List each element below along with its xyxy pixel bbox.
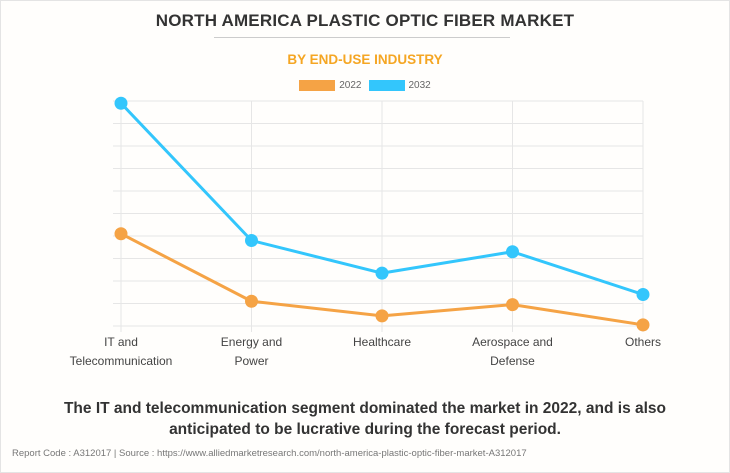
grid	[113, 100, 644, 332]
legend: 2022 2032	[0, 80, 730, 91]
footnote-line-1: The IT and telecommunication segment dom…	[63, 400, 667, 417]
data-point-2032[interactable]	[245, 234, 258, 247]
chart-title: NORTH AMERICA PLASTIC OPTIC FIBER MARKET	[155, 11, 575, 30]
data-point-2032[interactable]	[114, 96, 128, 110]
footnote-line-2: anticipated to be lucrative during the f…	[169, 421, 561, 438]
legend-item-2032[interactable]: 2032	[368, 80, 431, 91]
x-tick-label: Others	[625, 335, 661, 349]
x-tick-label: IT and Telecommunication	[70, 335, 173, 368]
legend-label-2032: 2032	[408, 80, 431, 91]
legend-swatch-2022	[299, 80, 336, 91]
x-axis-labels: IT and Telecommunication Energy and Power He…	[70, 335, 661, 368]
footnote: The IT and telecommunication segment dom…	[0, 398, 730, 440]
x-tick-label: Healthcare	[353, 335, 411, 349]
data-point-2032[interactable]	[506, 245, 519, 259]
x-tick-label: Aerospace and Defense	[472, 335, 553, 368]
chart-subtitle: BY END-USE INDUSTRY	[287, 52, 443, 67]
data-point-2022[interactable]	[245, 294, 258, 308]
data-point-2022[interactable]	[506, 298, 519, 312]
x-tick-label: Energy and Power	[221, 335, 282, 368]
legend-label-2022: 2022	[339, 80, 362, 91]
data-point-2032[interactable]	[375, 266, 389, 280]
data-point-2022[interactable]	[375, 309, 389, 323]
legend-swatch-2032	[368, 80, 405, 91]
legend-item-2022[interactable]: 2022	[299, 80, 362, 91]
source-text: Report Code : A312017 | Source : https:/…	[12, 448, 527, 459]
title-divider	[214, 37, 510, 38]
data-point-2022[interactable]	[114, 227, 128, 241]
data-point-2032[interactable]	[636, 288, 650, 301]
series-group	[114, 96, 650, 332]
data-point-2022[interactable]	[636, 318, 650, 332]
